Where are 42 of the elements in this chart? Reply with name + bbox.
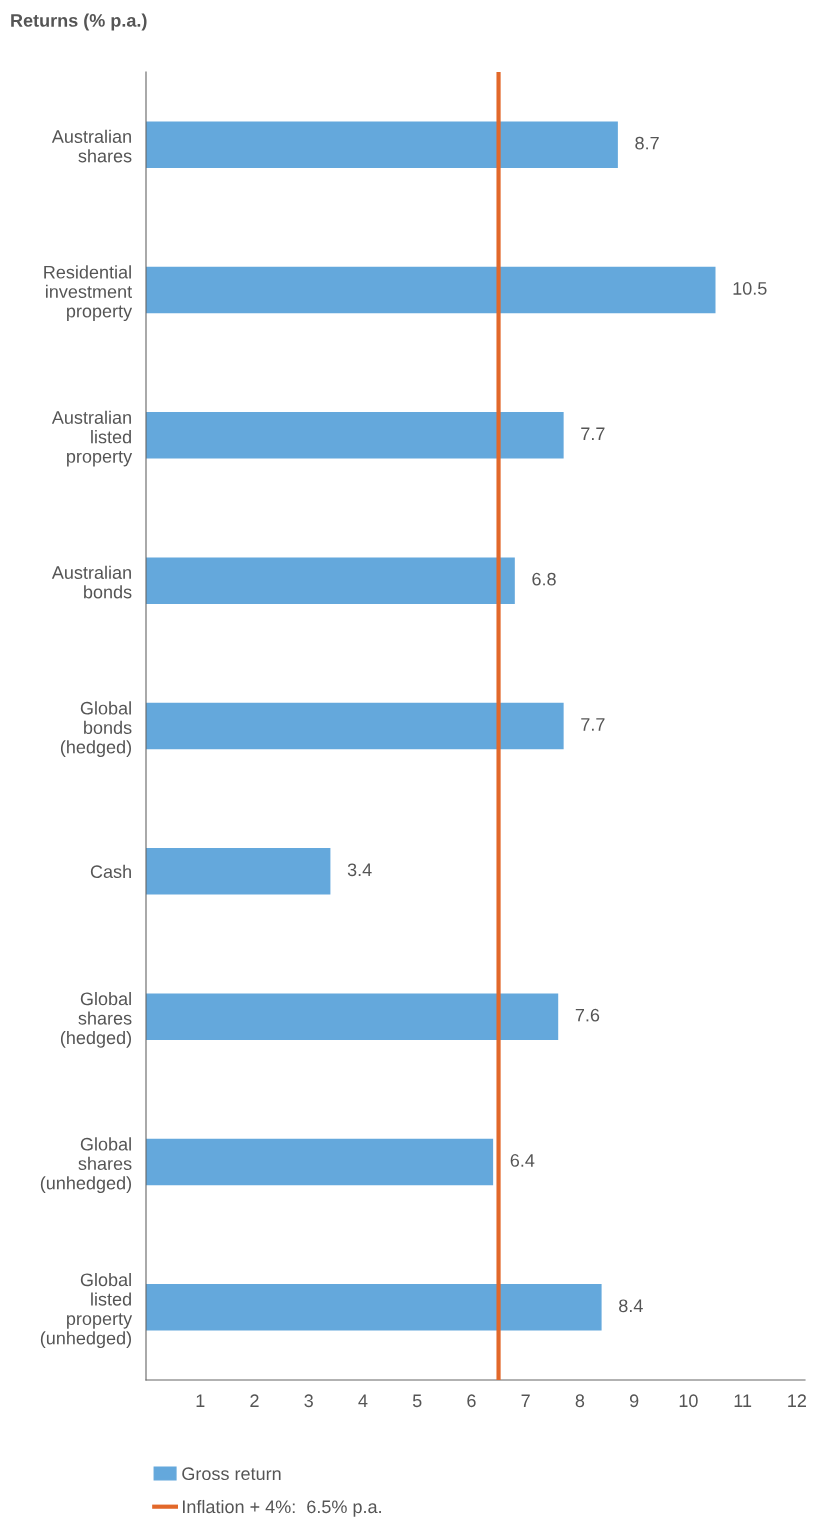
- x-tick-label: 5: [412, 1394, 422, 1408]
- bar: [146, 993, 559, 1040]
- data-label: 8.4: [619, 1299, 643, 1313]
- y-tick-label: Global shares (unhedged): [40, 1137, 132, 1194]
- x-tick-label: 9: [629, 1394, 639, 1408]
- chart-title: Returns (% p.a.): [11, 13, 147, 31]
- data-label: 7.6: [575, 1008, 600, 1022]
- x-tick-label: 11: [734, 1394, 752, 1407]
- bar: [146, 557, 515, 604]
- data-label: 10.5: [733, 282, 767, 295]
- x-tick-label: 2: [250, 1394, 259, 1407]
- x-tick-label: 8: [575, 1394, 585, 1408]
- bar: [146, 1284, 602, 1331]
- y-tick-label: Australian listed property: [51, 410, 133, 467]
- data-label: 3.4: [347, 863, 372, 877]
- x-tick-label: 4: [358, 1394, 368, 1407]
- data-label: 8.7: [635, 136, 659, 150]
- legend-label: Inflation + 4%: 6.5% p.a.: [183, 1499, 381, 1517]
- x-tick-label: 7: [521, 1394, 530, 1407]
- x-tick-label: 10: [679, 1394, 698, 1408]
- y-tick-label: Cash: [90, 864, 131, 879]
- bar: [146, 1138, 494, 1186]
- bar: [146, 848, 331, 895]
- data-label: 6.8: [532, 572, 556, 586]
- y-tick-label: Global listed property (unhedged): [40, 1272, 133, 1349]
- legend-label: Gross return: [182, 1467, 281, 1481]
- bar: [146, 412, 564, 459]
- x-tick-label: 3: [304, 1394, 313, 1408]
- y-tick-label: Australian shares: [51, 129, 132, 163]
- x-tick-label: 12: [788, 1394, 806, 1407]
- x-tick-label: 1: [196, 1394, 205, 1407]
- y-tick-label: Global shares (hedged): [60, 991, 132, 1048]
- bar: [146, 121, 618, 168]
- bar: [146, 702, 564, 750]
- bar: [146, 266, 716, 314]
- y-tick-label: Residential investment property: [44, 265, 133, 322]
- data-label: 7.7: [581, 718, 605, 731]
- x-tick-label: 6: [467, 1394, 476, 1408]
- y-tick-label: Australian bonds: [51, 565, 132, 599]
- data-label: 6.4: [510, 1154, 535, 1167]
- data-label: 7.7: [581, 427, 605, 440]
- y-tick-label: Global bonds (hedged): [60, 701, 132, 758]
